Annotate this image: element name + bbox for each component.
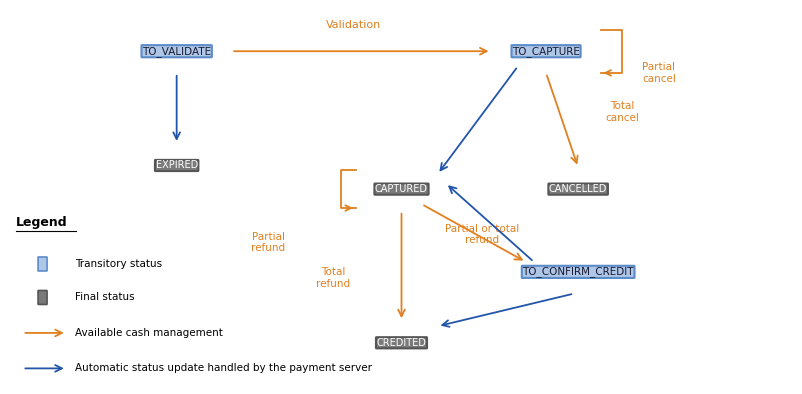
Text: CREDITED: CREDITED xyxy=(376,338,426,348)
Text: Partial
refund: Partial refund xyxy=(251,232,285,253)
Text: Total
refund: Total refund xyxy=(316,267,350,288)
Text: Legend: Legend xyxy=(16,216,67,229)
Text: TO_CAPTURE: TO_CAPTURE xyxy=(512,46,579,57)
Text: Automatic status update handled by the payment server: Automatic status update handled by the p… xyxy=(75,363,371,374)
Text: EXPIRED: EXPIRED xyxy=(156,160,197,171)
Text: CANCELLED: CANCELLED xyxy=(549,184,606,194)
Text: Final status: Final status xyxy=(75,292,134,303)
Text: TO_CONFIRM_CREDIT: TO_CONFIRM_CREDIT xyxy=(522,266,633,277)
Text: CAPTURED: CAPTURED xyxy=(375,184,427,194)
Text: Partial
cancel: Partial cancel xyxy=(642,62,675,84)
Text: Validation: Validation xyxy=(326,20,380,30)
Text: Total
cancel: Total cancel xyxy=(605,102,638,123)
Text: Partial or total
refund: Partial or total refund xyxy=(444,224,518,245)
Text: Transitory status: Transitory status xyxy=(75,259,161,269)
Text: TO_VALIDATE: TO_VALIDATE xyxy=(142,46,211,57)
Text: Available cash management: Available cash management xyxy=(75,328,222,338)
